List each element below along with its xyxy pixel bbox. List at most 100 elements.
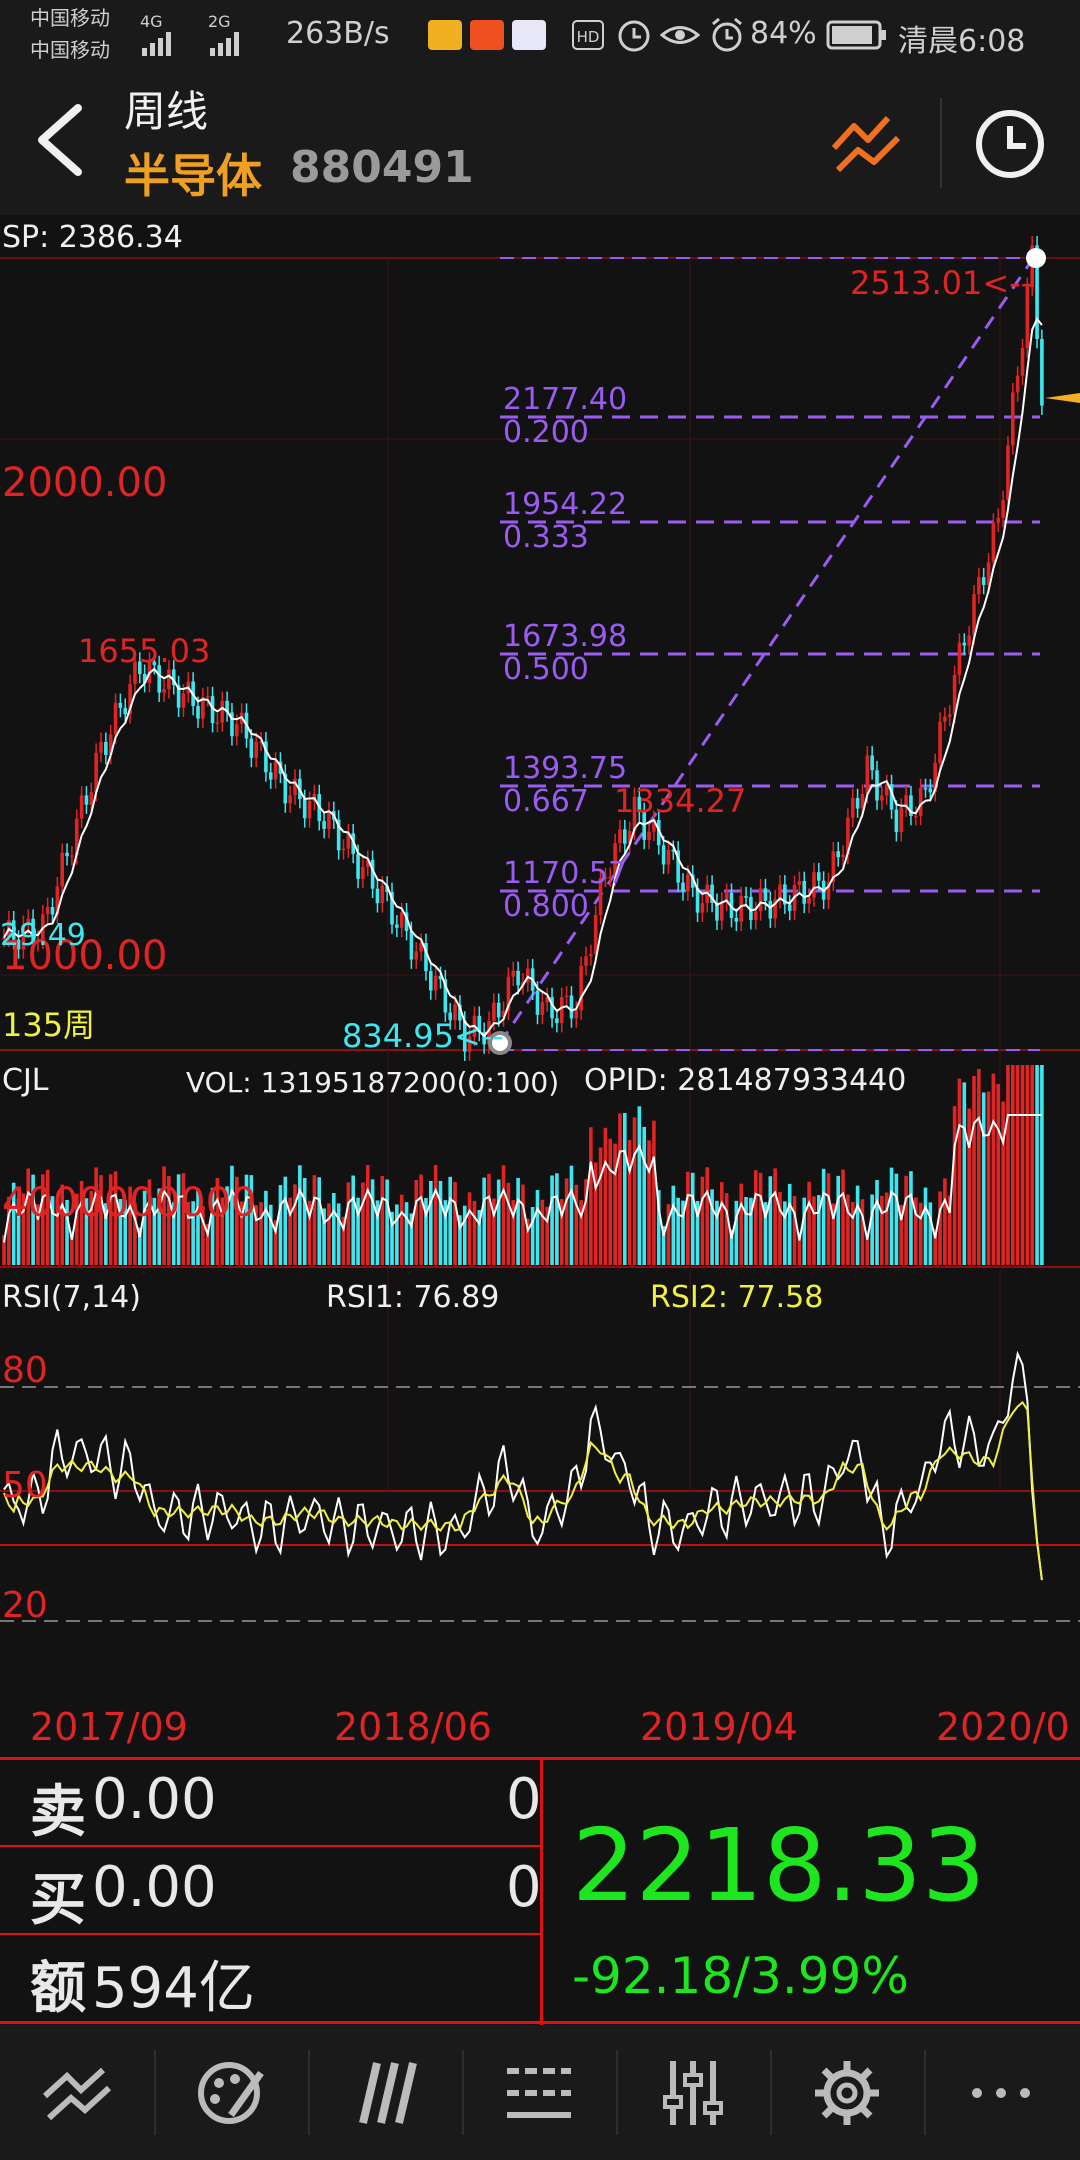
candle-body [36, 939, 40, 943]
bars-tool[interactable] [308, 2025, 462, 2160]
volume-bar [99, 1175, 103, 1265]
candle-body [986, 562, 991, 585]
volume-bar [545, 1206, 549, 1265]
volume-bar [589, 1127, 593, 1265]
volume-bar [108, 1174, 113, 1265]
clock-time: 清晨6:08 [898, 24, 1026, 59]
volume-bar [472, 1200, 477, 1265]
volume-bar [671, 1185, 676, 1265]
candle-body [729, 892, 734, 918]
fib-price: 2177.40 [503, 382, 628, 417]
date-axis: 2017/09 2018/06 2019/04 2020/0 [0, 1705, 1080, 1757]
volume-bar [123, 1200, 128, 1265]
candle-body [370, 859, 375, 889]
candle-body [540, 1002, 545, 1015]
candle-body [559, 997, 564, 1024]
draw-trend-icon[interactable] [828, 108, 908, 178]
candle-body [55, 886, 60, 915]
volume-bar [215, 1177, 220, 1265]
volume-bar [593, 1162, 598, 1265]
volume-bar [113, 1171, 118, 1265]
list-tool[interactable] [462, 2025, 616, 2160]
fib-ratio: 0.500 [503, 652, 589, 687]
volume-bar [603, 1127, 608, 1265]
indicator-tool[interactable] [616, 2025, 770, 2160]
rsi-title: RSI(7,14) [2, 1280, 141, 1315]
volume-bar [681, 1200, 685, 1265]
candle-body [108, 734, 113, 755]
fib-label-5: 1170.57 0.800 [503, 857, 627, 923]
candle-body [482, 1031, 486, 1045]
volume-bar [559, 1199, 564, 1265]
candle-body [390, 891, 394, 925]
volume-bar [884, 1192, 889, 1265]
candle-body [1035, 245, 1039, 339]
settings-tool[interactable] [770, 2025, 924, 2160]
candle-body [598, 877, 603, 915]
candle-body [564, 995, 569, 998]
volume-bar [438, 1180, 443, 1265]
date-label: 2020/0 [936, 1705, 1070, 1749]
candle-body [768, 900, 773, 919]
fib-label-1: 2177.40 0.200 [503, 383, 627, 449]
candle-body [700, 903, 705, 913]
volume-bar [753, 1170, 758, 1265]
candle-body [409, 930, 414, 960]
draw-line-tool[interactable] [0, 2025, 154, 2160]
candle-body [928, 788, 933, 793]
candle-body [603, 877, 608, 879]
candle-body [977, 577, 981, 595]
candle-body [724, 892, 729, 902]
volume-bar [962, 1082, 967, 1265]
volume-bar [1035, 1065, 1039, 1265]
list-lines-icon [507, 2067, 571, 2118]
volume-bar [938, 1191, 942, 1265]
candle-body [846, 817, 850, 855]
candle-body [259, 741, 263, 743]
candle-body [249, 738, 254, 758]
candle-body [404, 912, 409, 931]
volume-bar [79, 1180, 84, 1265]
candle-body [569, 995, 574, 1019]
price-change: -92.18/3.99% [572, 1947, 909, 2005]
volume-bar [268, 1204, 273, 1265]
volume-bar [41, 1174, 45, 1265]
volume-bar [875, 1179, 879, 1265]
candle-body [550, 997, 554, 1019]
volume-bar [244, 1174, 249, 1265]
candle-body [113, 702, 118, 735]
chart-area[interactable] [0, 215, 1080, 1705]
hd-icon: HD [572, 20, 604, 50]
volume-bar [734, 1200, 739, 1265]
more-tool[interactable] [924, 2025, 1078, 2160]
back-icon[interactable] [30, 100, 90, 180]
candle-body [1011, 392, 1015, 446]
candle-body [167, 669, 171, 690]
volume-bar [535, 1190, 540, 1265]
signal-icon-2 [210, 32, 239, 56]
candle-body [749, 896, 753, 921]
volume-bar [2, 1235, 6, 1265]
candle-body [375, 888, 380, 904]
history-clock-icon[interactable] [974, 108, 1046, 180]
volume-bar [986, 1091, 991, 1265]
candle-body [458, 1004, 462, 1021]
candle-body [758, 888, 763, 912]
volume-bar [841, 1169, 845, 1265]
palette-tool[interactable] [154, 2025, 308, 2160]
candle-body [346, 833, 351, 849]
volume-bar [952, 1106, 957, 1265]
candle-body [414, 951, 419, 960]
candle-body [225, 700, 229, 713]
volume-bar [720, 1182, 724, 1265]
volume-bar [50, 1196, 55, 1265]
candle-body [171, 669, 176, 686]
volume-bar [307, 1200, 312, 1265]
sell-label: 卖 [30, 1780, 86, 1845]
candle-body [424, 942, 428, 972]
candle-body [419, 942, 423, 952]
candle-body [210, 696, 215, 724]
rsi-level-50: 50 [2, 1465, 48, 1506]
candle-body [501, 1010, 506, 1018]
volume-bar [511, 1200, 516, 1265]
